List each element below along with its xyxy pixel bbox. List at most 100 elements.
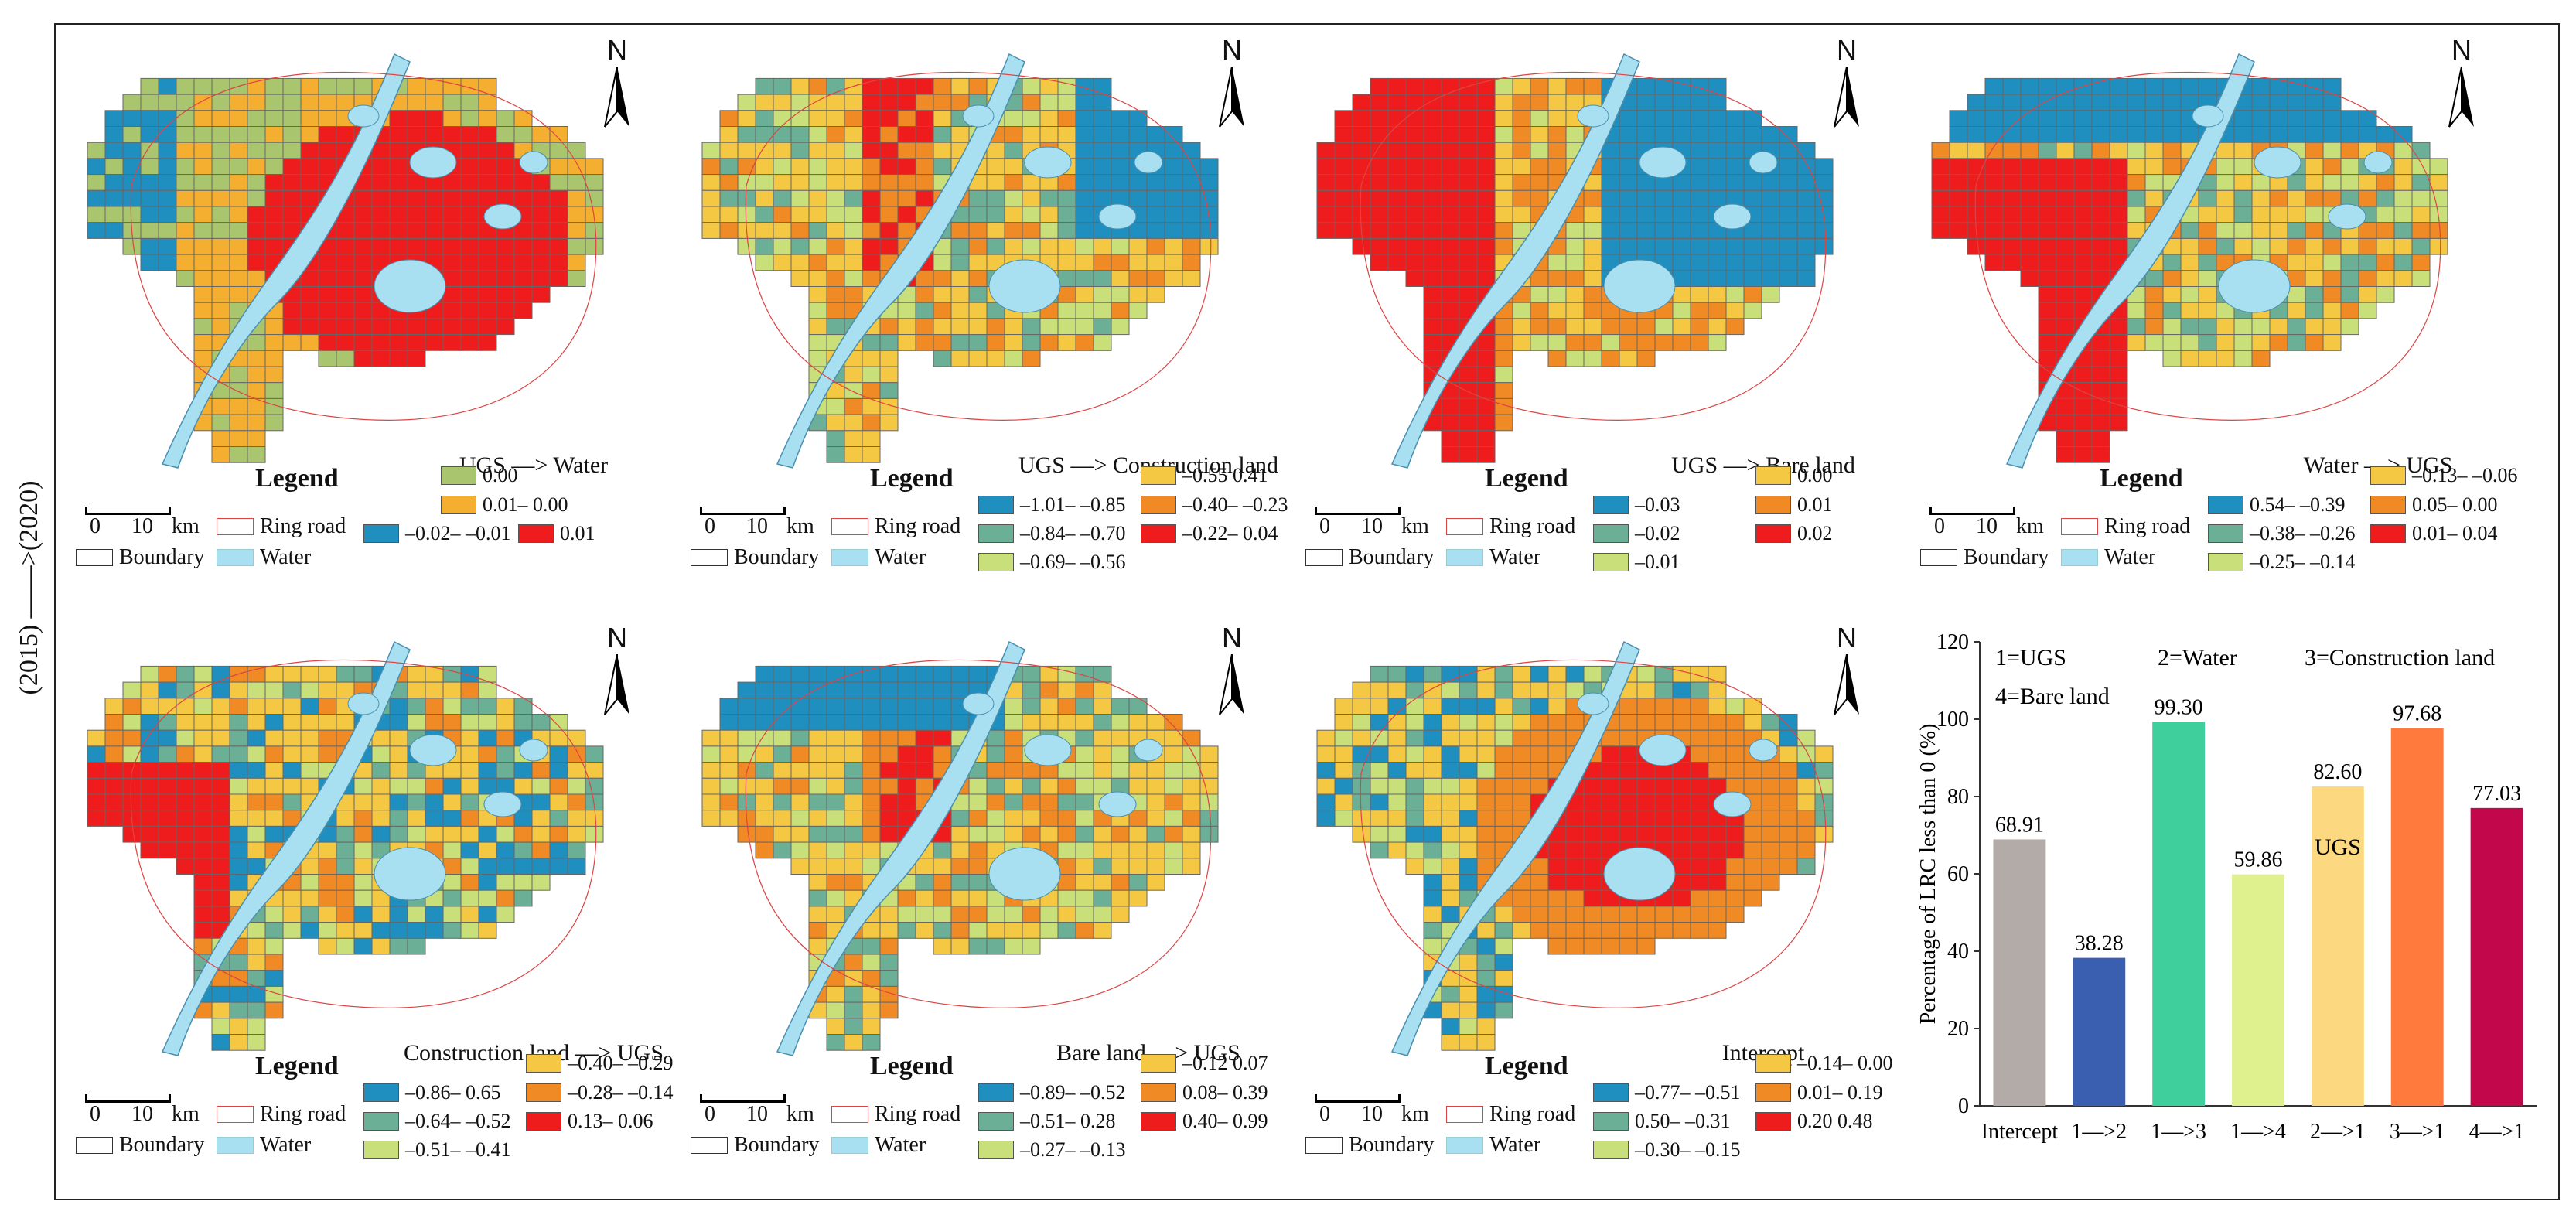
grid-cell xyxy=(1636,922,1656,939)
grid-cell xyxy=(915,334,934,351)
grid-cell xyxy=(933,906,952,923)
grid-cell xyxy=(1619,158,1638,176)
grid-cell xyxy=(1547,745,1567,763)
lake xyxy=(1603,847,1676,901)
grid-cell xyxy=(1547,858,1567,875)
grid-cell xyxy=(1370,174,1389,191)
grid-cell xyxy=(1057,714,1076,731)
legend-swatch xyxy=(1755,524,1791,543)
grid-cell xyxy=(790,189,810,207)
grid-cell xyxy=(264,922,284,939)
grid-cell xyxy=(1949,174,1968,191)
grid-cell xyxy=(1565,714,1585,731)
grid-cell xyxy=(478,302,497,319)
grid-cell xyxy=(1690,174,1709,191)
lake xyxy=(1024,146,1072,179)
grid-cell xyxy=(2251,94,2271,111)
grid-cell xyxy=(1128,841,1148,859)
grid-cell xyxy=(968,334,988,351)
grid-cell xyxy=(211,158,230,176)
grid-cell xyxy=(442,270,462,287)
grid-cell xyxy=(1796,810,1816,827)
grid-cell xyxy=(1796,158,1816,176)
grid-cell xyxy=(1654,825,1674,843)
grid-cell xyxy=(2073,382,2093,399)
grid-cell xyxy=(968,874,988,891)
legend-swatch xyxy=(526,1083,561,1102)
grid-cell xyxy=(1441,446,1460,463)
grid-cell xyxy=(1459,698,1478,715)
grid-cell xyxy=(1565,350,1585,367)
grid-cell xyxy=(1441,174,1460,191)
grid-cell xyxy=(1093,698,1112,715)
bar-value-label: 77.03 xyxy=(2472,782,2521,806)
grid-cell xyxy=(193,874,213,891)
grid-cell xyxy=(1708,270,1727,287)
grid-cell xyxy=(2109,237,2128,255)
grid-cell xyxy=(496,302,515,319)
grid-cell xyxy=(755,681,774,699)
grid-cell xyxy=(790,825,810,843)
scale-ten: 10 xyxy=(131,514,153,538)
grid-cell xyxy=(2073,222,2093,239)
grid-cell xyxy=(549,206,568,223)
grid-cell xyxy=(1779,729,1798,747)
grid-cell xyxy=(826,1034,845,1051)
grid-cell xyxy=(264,94,284,111)
grid-cell xyxy=(844,729,863,747)
grid-cell xyxy=(1708,745,1727,763)
grid-cell xyxy=(933,745,952,763)
bar xyxy=(2470,807,2523,1106)
grid-cell xyxy=(211,318,230,336)
grid-cell xyxy=(950,665,970,683)
grid-cell xyxy=(1796,254,1816,271)
grid-cell xyxy=(1725,286,1745,303)
grid-cell xyxy=(1796,270,1816,287)
grid-cell xyxy=(1459,189,1478,207)
grid-cell xyxy=(460,254,479,271)
bar-annotation: UGS xyxy=(2315,834,2361,860)
grid-cell xyxy=(211,681,230,699)
grid-cell xyxy=(1128,237,1148,255)
legend-class-label: 0.00 xyxy=(483,464,518,486)
grid-cell xyxy=(1111,142,1130,159)
lake xyxy=(1098,791,1137,817)
grid-cell xyxy=(176,665,195,683)
grid-cell xyxy=(442,793,462,811)
grid-cell xyxy=(2322,237,2342,255)
grid-cell xyxy=(87,206,106,223)
grid-cell xyxy=(1725,714,1745,731)
grid-cell xyxy=(2233,318,2253,336)
grid-cell xyxy=(442,858,462,875)
boundary-swatch xyxy=(1920,549,1957,566)
bar-value-label: 68.91 xyxy=(1995,813,2044,837)
grid-cell xyxy=(1075,729,1094,747)
grid-cell xyxy=(87,762,106,779)
grid-cell xyxy=(1405,158,1424,176)
grid-cell xyxy=(1512,762,1531,779)
grid-cell xyxy=(879,350,899,367)
grid-cell xyxy=(1164,142,1183,159)
grid-cell xyxy=(790,158,810,176)
grid-cell xyxy=(826,714,845,731)
grid-cell xyxy=(318,858,337,875)
bar-value-label: 99.30 xyxy=(2155,696,2203,720)
grid-cell xyxy=(1547,77,1567,95)
grid-cell xyxy=(826,446,845,463)
grid-cell xyxy=(2127,110,2146,128)
grid-cell xyxy=(790,237,810,255)
grid-cell xyxy=(425,777,444,795)
grid-cell xyxy=(1725,825,1745,843)
grid-cell xyxy=(2322,334,2342,351)
grid-cell xyxy=(1547,126,1567,143)
grid-cell xyxy=(1743,698,1762,715)
grid-cell xyxy=(2251,77,2271,95)
grid-cell xyxy=(247,189,266,207)
grid-cell xyxy=(1690,286,1709,303)
grid-cell xyxy=(986,793,1005,811)
grid-cell xyxy=(460,126,479,143)
grid-cell xyxy=(549,729,568,747)
grid-cell xyxy=(808,681,827,699)
grid-cell xyxy=(1476,446,1496,463)
grid-cell xyxy=(2269,318,2288,336)
